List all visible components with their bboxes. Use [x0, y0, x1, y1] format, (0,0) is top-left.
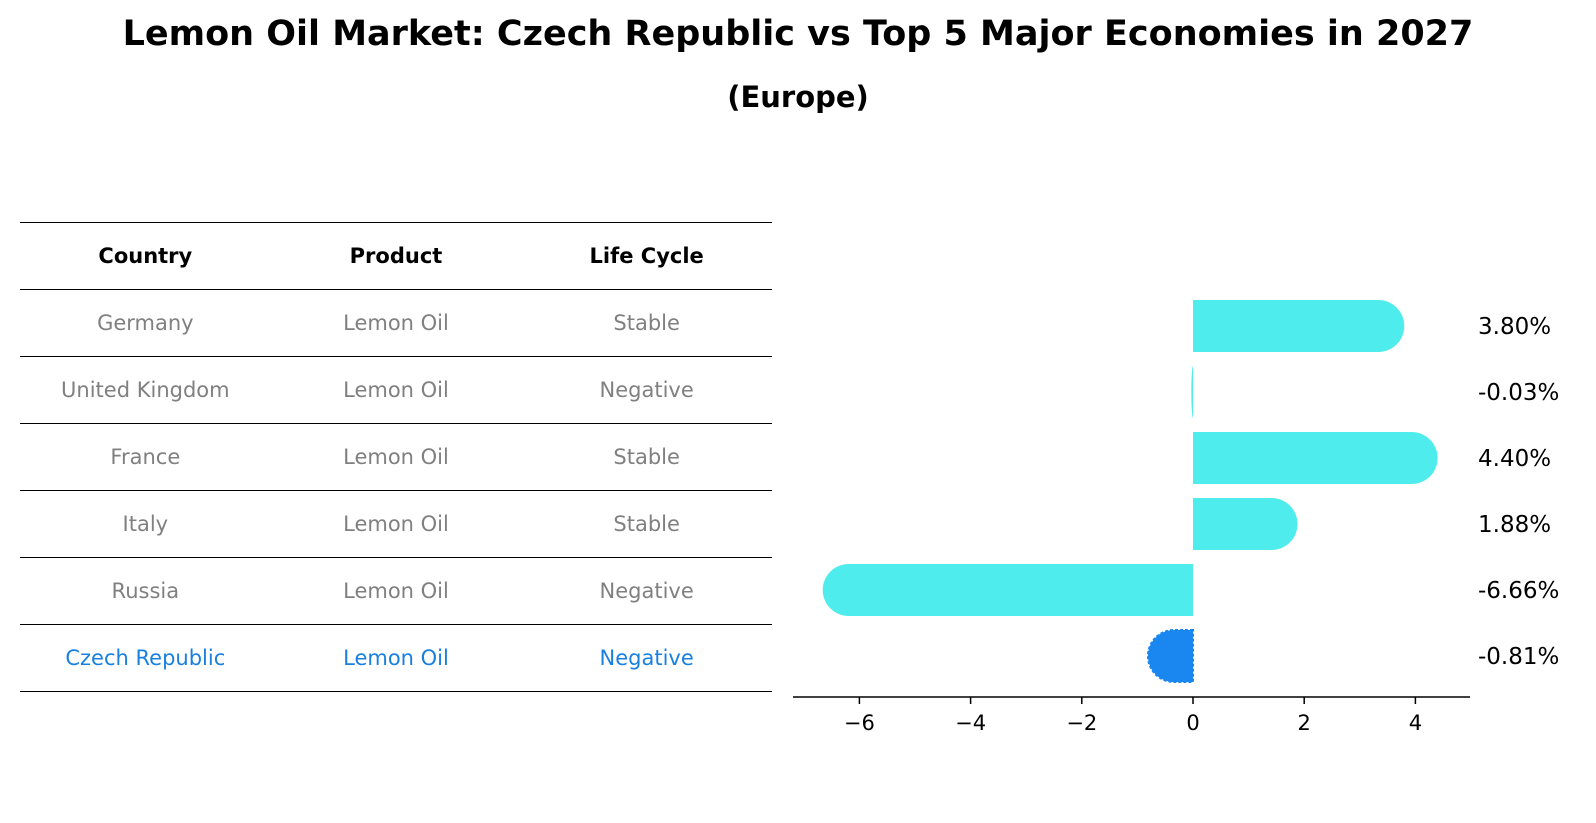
table-row: France Lemon Oil Stable	[20, 423, 772, 491]
x-tick-label: 2	[1298, 711, 1311, 735]
table-row: Italy Lemon Oil Stable	[20, 490, 772, 558]
cell-life-cycle: Negative	[521, 624, 772, 692]
cell-life-cycle: Stable	[521, 490, 772, 558]
bar-highlight	[1146, 629, 1194, 683]
header-life-cycle: Life Cycle	[521, 222, 772, 290]
value-label: 4.40%	[1478, 446, 1551, 472]
x-tick-label: −2	[1066, 711, 1097, 735]
bar	[822, 564, 1193, 616]
table-row: Russia Lemon Oil Negative	[20, 557, 772, 625]
x-tick-label: −6	[844, 711, 875, 735]
bar	[1193, 300, 1405, 352]
cell-country: France	[20, 423, 271, 491]
cell-product: Lemon Oil	[270, 356, 522, 424]
cell-product: Lemon Oil	[270, 624, 522, 692]
cell-country: Czech Republic	[20, 624, 271, 692]
cell-product: Lemon Oil	[270, 289, 522, 357]
cell-life-cycle: Stable	[521, 289, 772, 357]
x-tick-label: 0	[1186, 711, 1199, 735]
bar	[1193, 498, 1298, 550]
cell-life-cycle: Stable	[521, 423, 772, 491]
header-country: Country	[20, 222, 271, 290]
value-label: 1.88%	[1478, 512, 1551, 538]
table-row-highlight: Czech Republic Lemon Oil Negative	[20, 624, 772, 692]
cell-country: United Kingdom	[20, 356, 271, 424]
value-label: -0.03%	[1478, 380, 1559, 406]
table-row: United Kingdom Lemon Oil Negative	[20, 356, 772, 424]
table-row: Germany Lemon Oil Stable	[20, 289, 772, 357]
x-tick-label: −4	[955, 711, 986, 735]
cell-life-cycle: Negative	[521, 557, 772, 625]
chart-title: Lemon Oil Market: Czech Republic vs Top …	[122, 14, 1474, 54]
cell-country: Russia	[20, 557, 271, 625]
x-tick-label: 4	[1409, 711, 1422, 735]
header-product: Product	[270, 222, 522, 290]
cell-product: Lemon Oil	[270, 490, 522, 558]
bar	[1193, 432, 1438, 484]
cell-product: Lemon Oil	[270, 557, 522, 625]
cell-country: Germany	[20, 289, 271, 357]
comparison-table: Country Product Life Cycle Germany Lemon…	[20, 222, 772, 692]
bar	[1191, 366, 1193, 418]
value-label: -0.81%	[1478, 644, 1559, 670]
cell-product: Lemon Oil	[270, 423, 522, 491]
cell-country: Italy	[20, 490, 271, 558]
chart-subtitle: (Europe)	[727, 80, 869, 114]
value-label: -6.66%	[1478, 578, 1559, 604]
table-header-row: Country Product Life Cycle	[20, 222, 772, 290]
cell-life-cycle: Negative	[521, 356, 772, 424]
value-label: 3.80%	[1478, 314, 1551, 340]
